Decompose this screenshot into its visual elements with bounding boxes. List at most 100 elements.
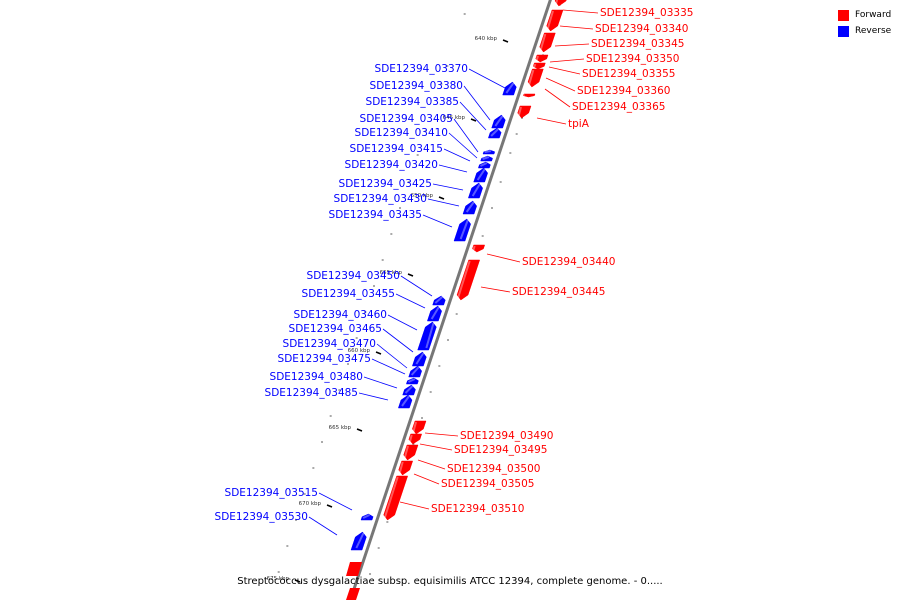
gene-arrow-sde12394_03450 (432, 295, 446, 306)
gene-highlight (546, 10, 554, 30)
gene-highlight (362, 514, 370, 519)
kbp-tick-mark (438, 196, 445, 200)
gene-label-sde12394_03420: SDE12394_03420 (345, 159, 438, 171)
gene-highlight (472, 245, 476, 251)
gene-highlight (539, 33, 547, 51)
gene-leader-line (545, 77, 576, 92)
gene-highlight (408, 378, 416, 383)
gene-arrow-sde12394_03365 (523, 93, 536, 98)
gene-leader-line (463, 85, 491, 121)
gene-arrow-sde12394_03355 (532, 62, 546, 70)
gene-arrow-sde12394_03340 (546, 9, 564, 32)
gene-highlight (415, 352, 425, 365)
gene-arrow-tpia (517, 105, 532, 119)
gene-highlight (517, 106, 522, 117)
gene-highlight (482, 156, 490, 160)
kbp-tick-label: 655 kbp (380, 270, 403, 276)
legend-swatch-forward (838, 10, 849, 21)
gene-highlight (398, 461, 404, 474)
gene-label-sde12394_03345: SDE12394_03345 (591, 38, 684, 50)
gene-highlight (528, 69, 535, 86)
gene-leader-line (371, 358, 406, 375)
gene-highlight (471, 183, 481, 197)
kbp-tick-label: 650 kbp (411, 193, 434, 199)
gene-arrow-sde12394_03425 (467, 182, 483, 199)
gene-label-sde12394_03350: SDE12394_03350 (586, 53, 679, 65)
gene-label-sde12394_03515: SDE12394_03515 (225, 487, 318, 499)
genome-backbone (348, 0, 552, 600)
gene-arrow-sde12394_03460 (417, 321, 437, 351)
kbp-tick-label: 660 kbp (348, 348, 371, 354)
legend-swatch-reverse (838, 26, 849, 37)
gene-label-sde12394_03365: SDE12394_03365 (572, 101, 665, 113)
gene-label-sde12394_03385: SDE12394_03385 (366, 96, 459, 108)
gene-arrow-sde12394_03515 (360, 513, 374, 521)
gene-leader-line (548, 66, 581, 75)
gene-leader-line (459, 101, 487, 131)
gene-leader-line (549, 58, 585, 63)
gene-label-sde12394_03505: SDE12394_03505 (441, 478, 534, 490)
kbp-tick-mark (356, 428, 363, 432)
gene-highlight (457, 260, 471, 299)
kbp-tick-label: 645 kbp (443, 115, 466, 121)
gene-label-sde12394_03380: SDE12394_03380 (370, 80, 463, 92)
gene-arrow-sde12394_03505 (398, 460, 414, 476)
gene-highlight (412, 421, 417, 433)
gene-arrow-sde12394_03485 (398, 394, 413, 409)
gene-highlight (465, 201, 475, 213)
gene-highlight (430, 306, 440, 320)
kbp-tick-label: 670 kbp (299, 501, 322, 507)
gene-arrow-partial (346, 562, 362, 576)
gene-label-sde12394_03490: SDE12394_03490 (460, 430, 553, 442)
legend-label-reverse: Reverse (855, 26, 892, 36)
gene-label-sde12394_03510: SDE12394_03510 (431, 503, 524, 515)
gene-label-sde12394_03500: SDE12394_03500 (447, 463, 540, 475)
gene-label-sde12394_03435: SDE12394_03435 (329, 209, 422, 221)
gene-arrow-sde12394_03475 (405, 377, 419, 385)
gene-leader-line (562, 9, 599, 14)
gene-leader-line (536, 117, 567, 125)
gene-leader-line (453, 118, 479, 153)
gene-leader-line (399, 501, 430, 510)
gene-leader-line (419, 443, 453, 451)
gene-arrow-sde12394_03430 (462, 200, 477, 215)
gene-arrow-sde12394_03420 (473, 167, 488, 183)
gene-highlight (490, 128, 499, 137)
gene-highlight (480, 162, 488, 167)
gene-label-sde12394_03470: SDE12394_03470 (283, 338, 376, 350)
gene-label-sde12394_03485: SDE12394_03485 (265, 387, 358, 399)
gene-label-sde12394_03445: SDE12394_03445 (512, 286, 605, 298)
gene-leader-line (448, 132, 478, 159)
gene-leader-line (395, 293, 426, 309)
kbp-tick-mark (502, 39, 509, 43)
gene-arrow-sde12394_03335 (554, 0, 567, 7)
gene-highlight (403, 445, 409, 459)
gene-arrow-partial (346, 588, 360, 600)
gene-arrow-sde12394_03370 (502, 81, 517, 96)
gene-leader-line (400, 275, 433, 297)
gene-arrow-sde12394_03495 (408, 433, 423, 445)
gene-label-sde12394_03455: SDE12394_03455 (302, 288, 395, 300)
gene-highlight (434, 296, 443, 304)
kbp-tick-mark (407, 273, 414, 277)
gene-label-sde12394_03530: SDE12394_03530 (215, 511, 308, 523)
gene-highlight (535, 55, 539, 61)
gene-label-sde12394_03430: SDE12394_03430 (334, 193, 427, 205)
gene-label-sde12394_03495: SDE12394_03495 (454, 444, 547, 456)
gene-leader-line (554, 43, 590, 47)
kbp-tick-mark (375, 351, 382, 355)
gene-label-sde12394_03360: SDE12394_03360 (577, 85, 670, 97)
gene-leader-line (382, 328, 414, 353)
gene-leader-line (443, 148, 471, 162)
gene-highlight (401, 395, 410, 407)
gene-leader-line (308, 516, 338, 536)
gene-leader-line (413, 473, 440, 485)
gene-label-sde12394_03475: SDE12394_03475 (278, 353, 371, 365)
kbp-tick-label: 675 kbp (267, 576, 290, 582)
gene-leader-line (363, 376, 398, 389)
gene-highlight (494, 115, 504, 127)
gene-arrow-sde12394_03360 (527, 68, 544, 88)
gene-label-sde12394_03370: SDE12394_03370 (375, 63, 468, 75)
gene-arrow-sde12394_03440 (472, 244, 486, 253)
